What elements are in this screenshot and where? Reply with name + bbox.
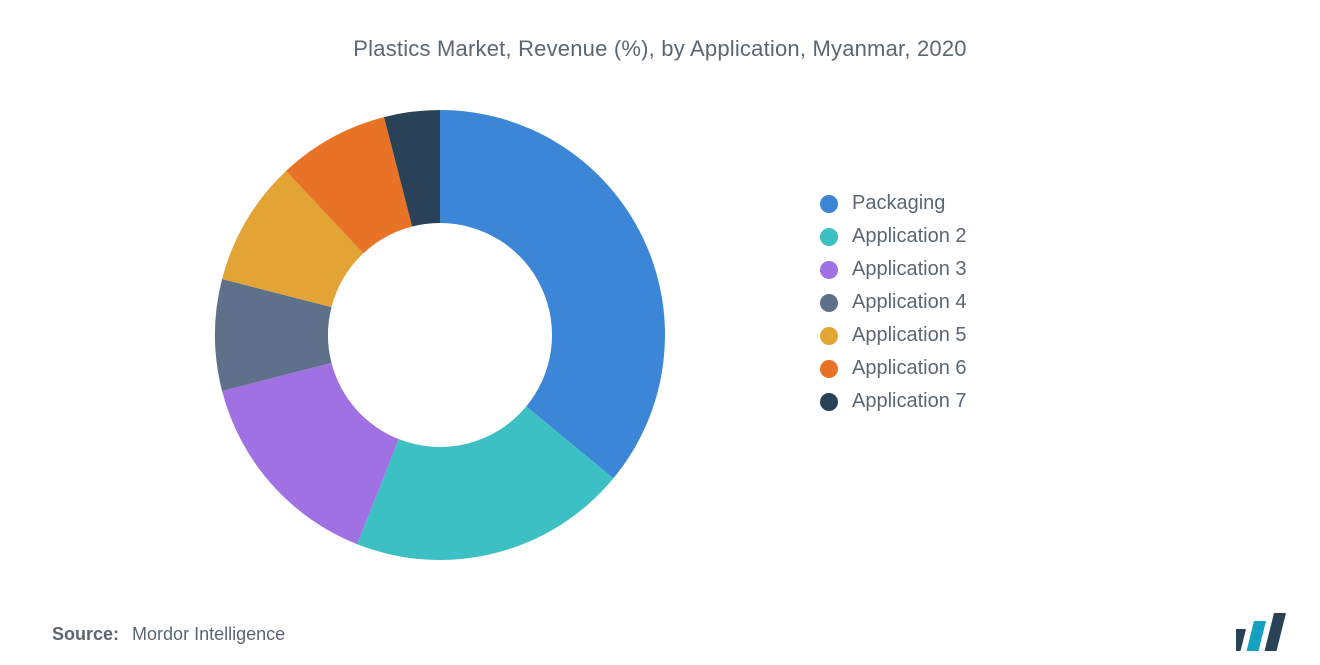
legend-item-4: Application 5 [820, 324, 967, 347]
legend-dot-icon [820, 393, 838, 411]
legend-dot-icon [820, 195, 838, 213]
legend-label: Packaging [852, 192, 945, 215]
donut-svg [210, 105, 670, 565]
legend-label: Application 3 [852, 258, 967, 281]
legend-dot-icon [820, 294, 838, 312]
source-text: Mordor Intelligence [132, 624, 285, 644]
donut-slice-0 [440, 110, 665, 478]
logo-bar-2 [1247, 621, 1266, 651]
legend-item-6: Application 7 [820, 390, 967, 413]
brand-logo-svg [1236, 613, 1292, 651]
legend-item-3: Application 4 [820, 291, 967, 314]
logo-bar-3 [1265, 613, 1286, 651]
legend-item-1: Application 2 [820, 225, 967, 248]
legend-dot-icon [820, 360, 838, 378]
source-line: Source: Mordor Intelligence [52, 624, 285, 645]
logo-bar-1 [1236, 629, 1246, 651]
chart-container: { "title": { "text": "Plastics Market, R… [0, 0, 1320, 665]
brand-logo [1236, 613, 1292, 651]
chart-title: Plastics Market, Revenue (%), by Applica… [0, 36, 1320, 62]
legend-label: Application 4 [852, 291, 967, 314]
legend-item-2: Application 3 [820, 258, 967, 281]
legend-dot-icon [820, 261, 838, 279]
legend-label: Application 6 [852, 357, 967, 380]
legend-item-0: Packaging [820, 192, 967, 215]
legend-label: Application 5 [852, 324, 967, 347]
legend-dot-icon [820, 228, 838, 246]
legend-label: Application 7 [852, 390, 967, 413]
legend-dot-icon [820, 327, 838, 345]
legend-item-5: Application 6 [820, 357, 967, 380]
legend-label: Application 2 [852, 225, 967, 248]
source-label: Source: [52, 624, 119, 644]
legend: Packaging Application 2 Application 3 Appli… [820, 192, 967, 423]
donut-chart [210, 105, 670, 565]
